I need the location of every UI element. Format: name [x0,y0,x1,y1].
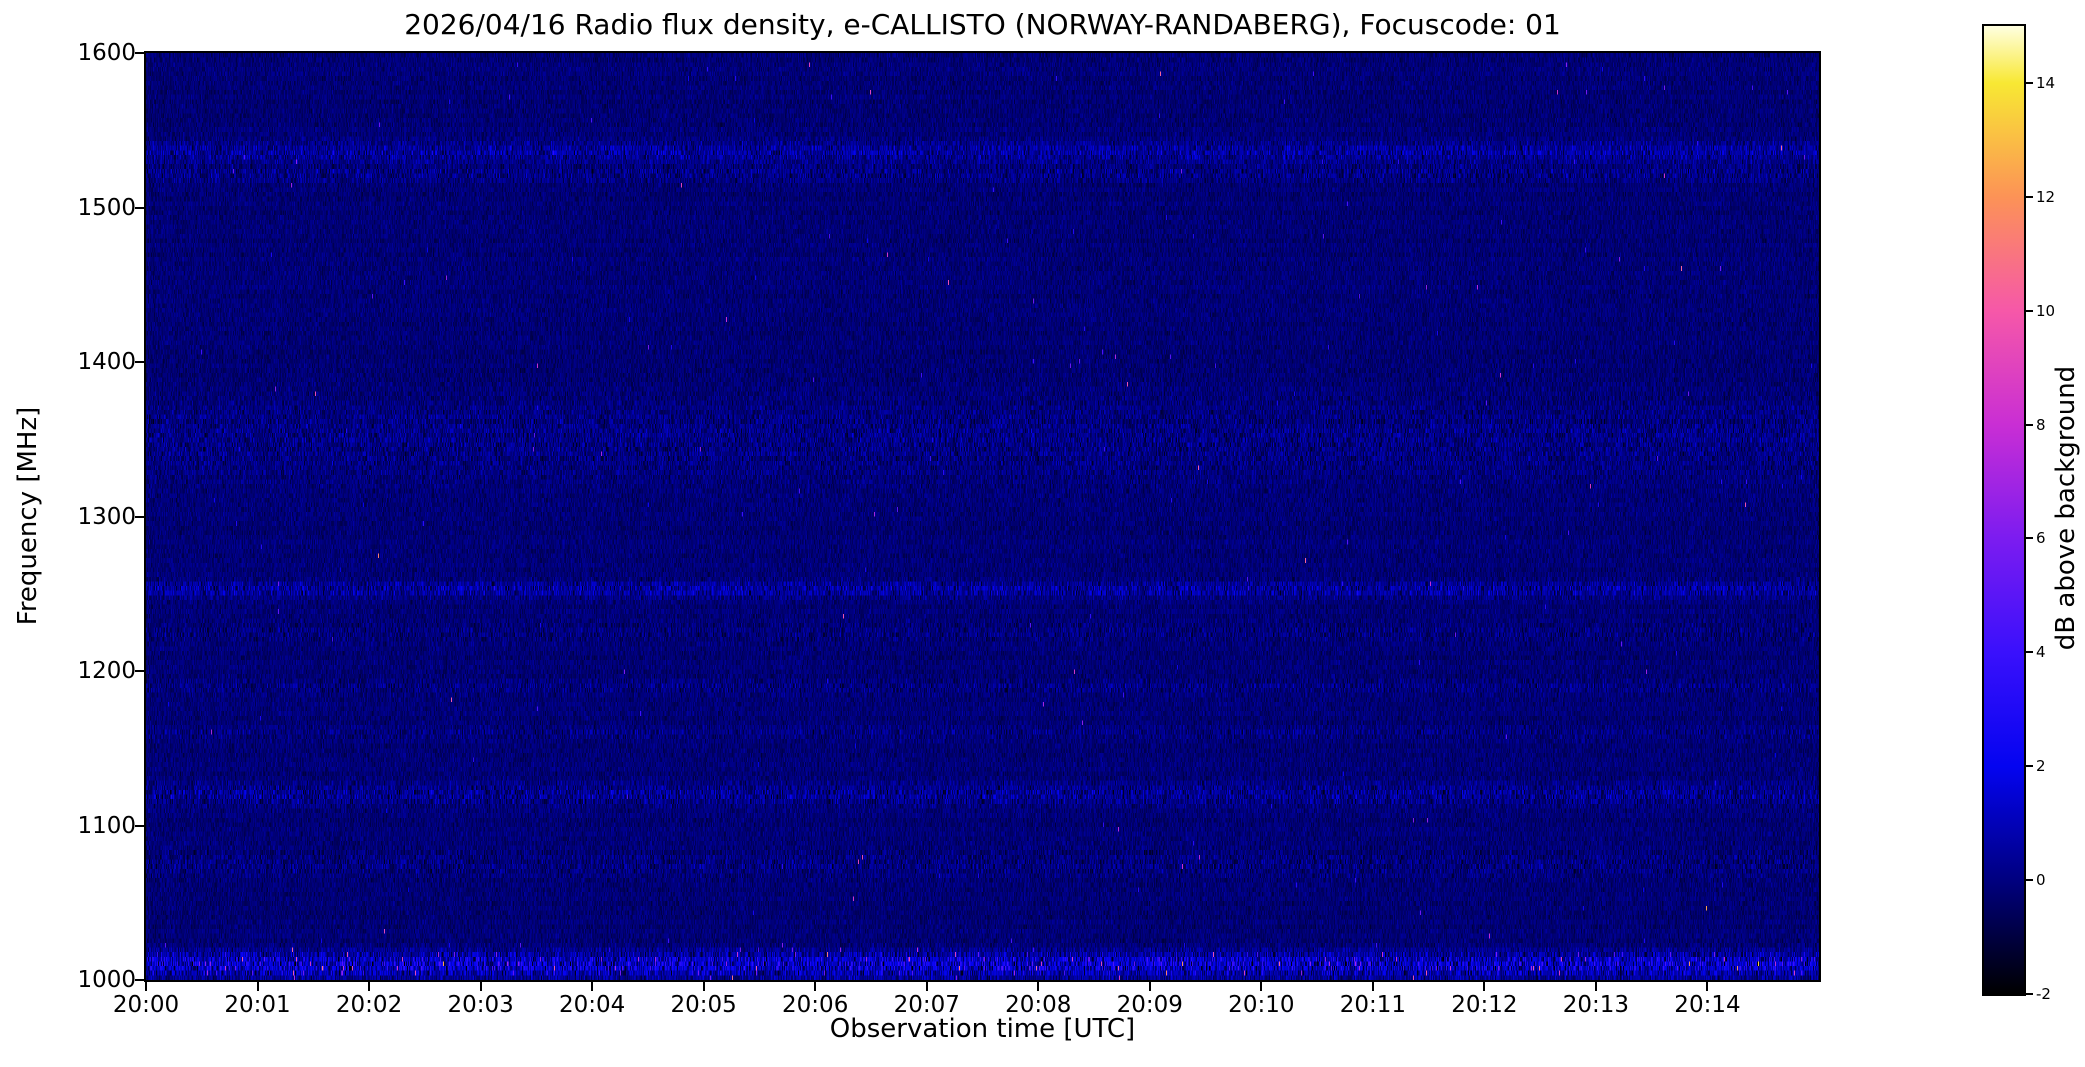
x-tick-label: 20:08 [1005,992,1072,1018]
x-tick-mark [256,982,259,991]
x-tick-label: 20:01 [224,992,291,1018]
x-tick-mark [1371,982,1374,991]
colorbar-tick-label: 4 [2036,643,2046,662]
x-tick-label: 20:07 [893,992,960,1018]
y-tick-label: 1100 [77,812,136,839]
x-tick-mark [1148,982,1151,991]
x-tick-label: 20:05 [670,992,737,1018]
x-tick-label: 20:03 [447,992,514,1018]
colorbar-tick-mark [2026,765,2033,768]
spectrogram-canvas [146,53,1819,980]
plot-area [144,51,1821,982]
x-tick-mark [1706,982,1709,991]
x-tick-label: 20:06 [782,992,849,1018]
plot-title: 2026/04/16 Radio flux density, e-CALLIST… [404,8,1561,41]
x-tick-mark [1594,982,1597,991]
x-tick-mark [1037,982,1040,991]
y-tick-label: 1500 [77,194,136,221]
colorbar-tick-mark [2026,537,2033,540]
colorbar-tick-label: 12 [2036,187,2056,206]
x-tick-mark [1260,982,1263,991]
y-tick-label: 1400 [77,349,136,375]
y-tick-mark [135,206,144,209]
colorbar-tick-label: 14 [2036,73,2056,92]
x-tick-label: 20:13 [1562,992,1630,1018]
y-tick-mark [135,824,144,827]
y-tick-mark [135,515,144,518]
x-axis-label: Observation time [UTC] [829,1014,1136,1044]
colorbar-tick-mark [2026,423,2033,426]
colorbar-tick-mark [2026,879,2033,882]
colorbar-tick-label: 10 [2036,301,2056,320]
y-tick-mark [135,52,144,54]
x-tick-label: 20:02 [335,992,403,1018]
y-tick-mark [135,670,144,672]
x-tick-mark [479,982,482,991]
x-tick-label: 20:04 [558,992,626,1018]
colorbar-gradient [1984,26,2024,994]
x-tick-label: 20:00 [112,992,180,1018]
colorbar-tick-mark [2026,309,2033,312]
x-tick-label: 20:12 [1451,992,1518,1018]
y-tick-mark [135,361,144,363]
y-tick-mark [135,979,144,981]
x-tick-label: 20:11 [1339,992,1407,1018]
y-axis-label: Frequency [MHz] [13,406,43,626]
x-tick-mark [591,982,594,991]
colorbar-tick-label: 2 [2036,757,2046,776]
x-tick-mark [1483,982,1486,991]
x-tick-mark [925,982,928,991]
x-tick-mark [814,982,817,991]
colorbar-tick-mark [2026,651,2033,654]
x-tick-mark [702,982,705,991]
colorbar-tick-label: 0 [2036,871,2046,890]
colorbar-tick-mark [2026,195,2033,198]
colorbar-tick-label: -2 [2036,985,2051,1003]
y-tick-label: 1000 [77,967,136,993]
colorbar-label: dB above background [2051,365,2081,651]
y-tick-label: 1300 [77,503,136,530]
colorbar [1982,24,2026,996]
x-tick-label: 20:10 [1228,992,1295,1018]
y-tick-label: 1600 [77,40,136,66]
x-tick-mark [368,982,371,991]
x-tick-mark [145,982,147,991]
x-tick-label: 20:14 [1674,992,1741,1018]
colorbar-tick-label: 8 [2036,415,2046,434]
colorbar-tick-mark [2026,81,2033,84]
colorbar-tick-label: 6 [2036,529,2046,548]
x-tick-label: 20:09 [1116,992,1183,1018]
y-tick-label: 1200 [77,658,136,684]
colorbar-tick-mark [2026,993,2033,995]
